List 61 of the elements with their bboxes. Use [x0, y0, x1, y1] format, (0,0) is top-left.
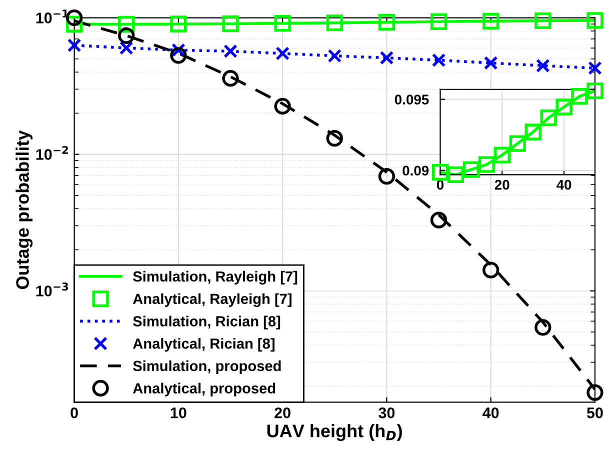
point	[380, 50, 394, 65]
point	[118, 27, 135, 44]
point	[482, 262, 500, 278]
point	[222, 70, 239, 87]
point	[494, 146, 510, 164]
x-tick-label: 10	[170, 407, 186, 418]
point	[66, 9, 83, 26]
point	[586, 12, 604, 29]
x-tick-label: 0	[436, 180, 444, 190]
x-tick-label: 50	[586, 407, 603, 418]
y-tick-label: 0.09	[402, 166, 429, 176]
point	[586, 384, 604, 401]
point	[556, 98, 572, 116]
x-tick-label: 40	[482, 407, 499, 418]
y-tick-label: 10$^{−3}$	[36, 282, 68, 296]
point	[462, 161, 480, 178]
point	[170, 47, 187, 64]
point	[588, 61, 602, 76]
point	[484, 56, 498, 70]
x-axis-title: UAV height (h$_{D}$)	[267, 424, 402, 441]
y-tick-label: 0.095	[394, 94, 429, 104]
point	[540, 109, 557, 126]
y-axis-title: Outage probability	[16, 130, 33, 289]
x-tick-label: 20	[274, 407, 290, 418]
point	[536, 58, 550, 73]
point	[482, 12, 500, 30]
point	[524, 124, 542, 140]
legend-label: Simulation, proposed	[133, 360, 281, 374]
point	[274, 14, 291, 32]
point	[571, 88, 588, 105]
point	[447, 166, 464, 183]
x-tick-label: 20	[494, 180, 510, 190]
point	[534, 12, 552, 30]
point	[478, 156, 495, 173]
legend-label: Simulation, Rayleigh [7]	[133, 270, 298, 285]
x-tick-label: 40	[556, 180, 572, 190]
point	[224, 44, 238, 58]
y-tick-label: 10$^{−2}$	[36, 146, 68, 160]
legend-label: Analytical, proposed	[132, 382, 276, 396]
point	[378, 14, 396, 31]
point	[432, 53, 446, 68]
point	[430, 13, 448, 30]
point	[328, 48, 342, 63]
point	[509, 135, 526, 152]
x-tick-label: 0	[70, 407, 78, 418]
point	[432, 164, 449, 181]
point	[274, 98, 291, 115]
x-tick-label: 30	[378, 407, 395, 418]
point	[378, 168, 396, 185]
point	[67, 38, 82, 52]
point	[534, 319, 552, 336]
point	[222, 15, 239, 32]
point	[326, 130, 343, 147]
legend-label: Simulation, Rician [8]	[133, 316, 280, 330]
point	[276, 46, 290, 60]
point	[430, 212, 448, 228]
point	[326, 14, 343, 32]
point	[586, 82, 604, 100]
legend-label: Analytical, Rician [8]	[132, 338, 274, 352]
point	[170, 16, 187, 32]
legend-label: Analytical, Rayleigh [7]	[132, 293, 292, 307]
